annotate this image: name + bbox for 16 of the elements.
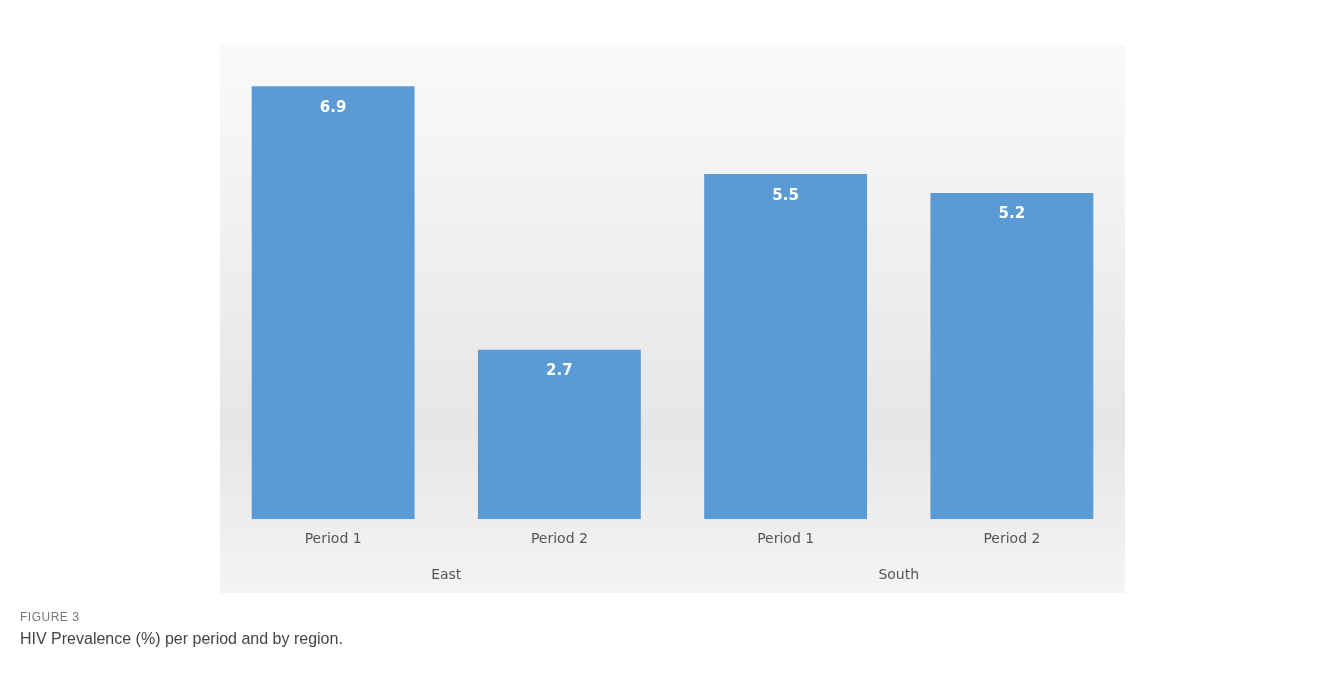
x-tick-label: Period 1 [757, 530, 815, 547]
bar [930, 192, 1094, 520]
x-tick-label: Period 1 [304, 530, 362, 547]
data-label: 5.5 [772, 185, 799, 204]
x-tick-label: Period 2 [530, 530, 588, 547]
data-label: 6.9 [319, 97, 347, 116]
bar [251, 86, 415, 520]
bar [477, 349, 641, 520]
data-label: 2.7 [546, 361, 573, 380]
text: East [431, 565, 462, 582]
x-tick-label: Period 2 [983, 530, 1041, 547]
bar [704, 174, 868, 520]
text: FIGURE 3 [20, 610, 81, 624]
text: HIV Prevalence (%) per period and by region. [20, 630, 343, 648]
text: South [878, 565, 920, 582]
data-label: 5.2 [998, 204, 1026, 223]
